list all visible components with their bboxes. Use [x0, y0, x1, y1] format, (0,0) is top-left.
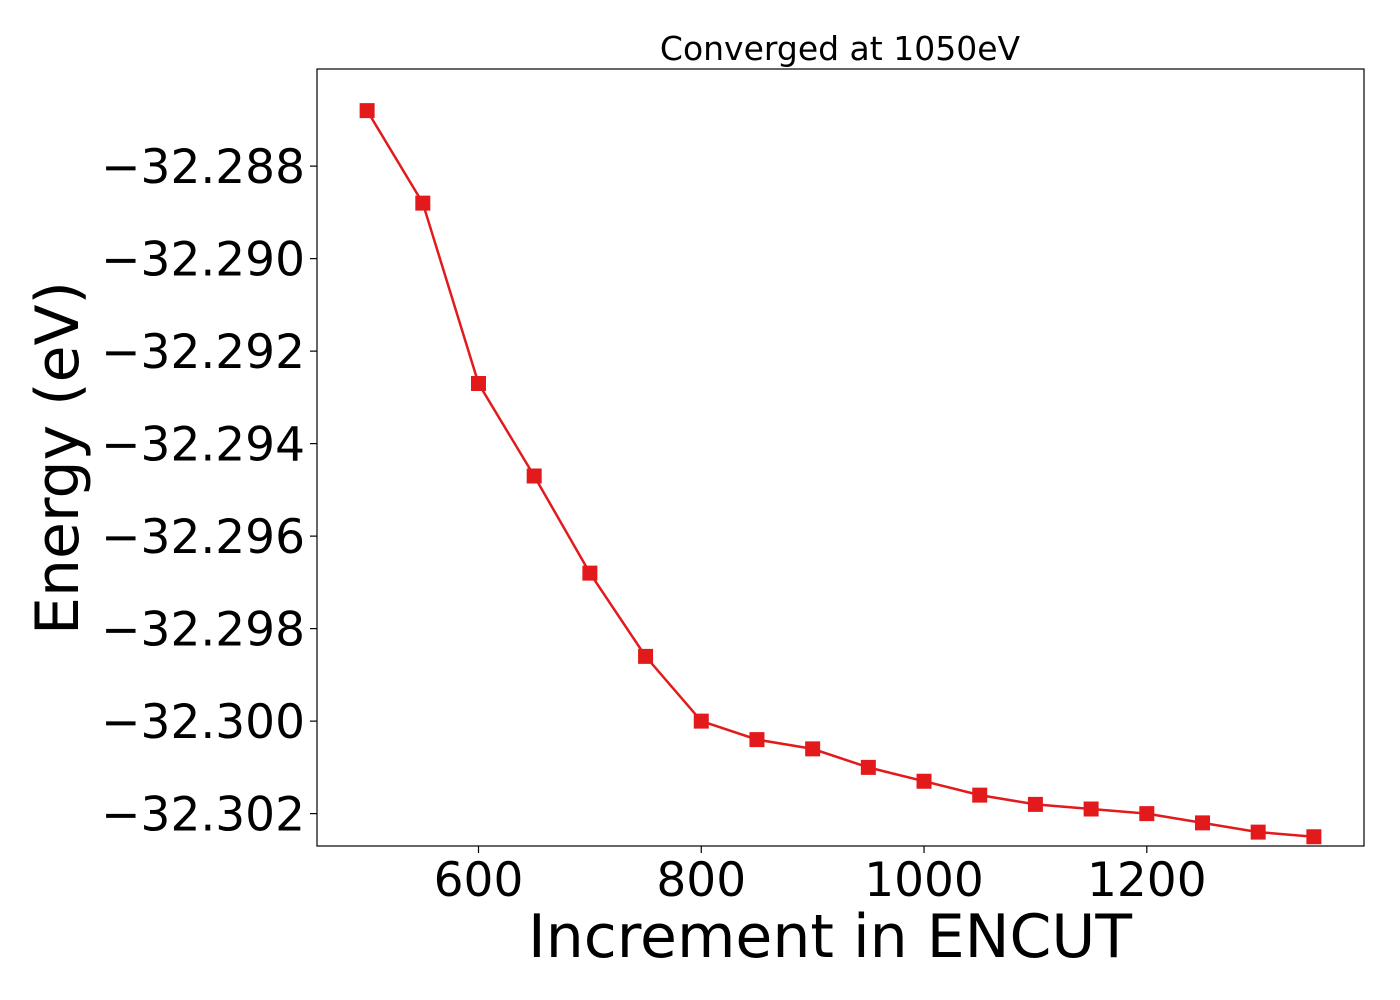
data-point-marker [860, 759, 876, 775]
data-point-marker [1194, 815, 1210, 831]
data-point-marker [359, 103, 375, 119]
data-point-marker [582, 565, 598, 581]
data-point-marker [972, 787, 988, 803]
chart-title: Converged at 1050eV [660, 29, 1021, 68]
x-axis-label: Increment in ENCUT [528, 902, 1132, 972]
data-point-marker [1306, 829, 1322, 845]
data-point-marker [471, 376, 487, 391]
axes-frame [316, 68, 1365, 847]
y-tick-label: −32.290 [101, 233, 305, 288]
x-tick-label: 600 [434, 853, 524, 908]
y-tick-label: −32.294 [101, 418, 305, 473]
y-tick-label: −32.302 [101, 788, 305, 843]
x-tick-label: 800 [656, 853, 746, 908]
series-line [366, 109, 1315, 839]
data-point-marker [1083, 801, 1099, 817]
x-tick-label: 1000 [864, 853, 984, 908]
data-point-marker [749, 732, 765, 748]
y-tick-label: −32.292 [101, 325, 305, 380]
series-layer [359, 103, 1322, 845]
data-point-marker [1139, 806, 1155, 822]
y-axis-label: Energy (eV) [23, 281, 93, 635]
data-point-marker [415, 195, 431, 211]
y-tick-label: −32.288 [101, 140, 305, 195]
data-point-marker [1027, 796, 1043, 812]
y-axis: −32.288 −32.290 −32.292 −32.294 −32.296 −32.2… [101, 140, 317, 843]
y-tick-label: −32.300 [101, 695, 305, 750]
y-tick-label: −32.296 [101, 510, 305, 565]
data-point-marker [526, 468, 542, 484]
data-point-marker [693, 713, 709, 729]
data-point-marker [805, 741, 821, 757]
data-point-marker [1250, 824, 1266, 840]
x-axis: 600 800 1000 1200 [434, 846, 1207, 908]
data-point-marker [638, 648, 654, 664]
data-point-marker [916, 773, 932, 789]
x-tick-label: 1200 [1087, 853, 1207, 908]
y-tick-label: −32.298 [101, 603, 305, 658]
